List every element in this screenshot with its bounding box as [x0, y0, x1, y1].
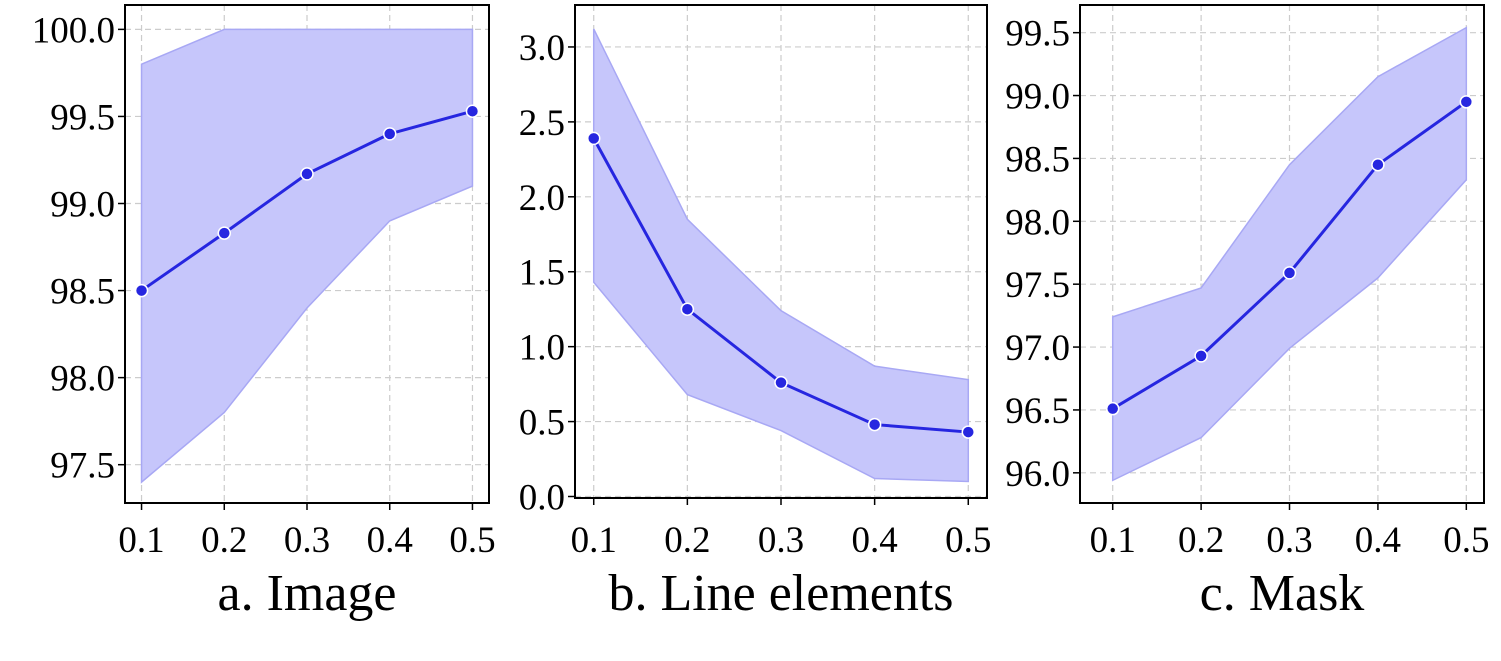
y-tick-label: 2.0: [519, 178, 565, 219]
point: [1282, 266, 1297, 280]
axes-frame: [124, 4, 490, 504]
x-tick-label: 0.4: [1355, 520, 1401, 561]
x-tick-label: 0.3: [758, 520, 804, 561]
x-tick-label: 0.3: [284, 520, 330, 561]
y-tick-label: 97.5: [50, 446, 115, 487]
y-tick-label: 99.0: [50, 185, 115, 226]
point: [1194, 349, 1208, 363]
point: [867, 417, 882, 432]
x-tick-label: 0.2: [664, 520, 710, 561]
point: [217, 226, 232, 240]
x-tick-label: 0.5: [945, 520, 991, 561]
x-tick-label: 0.1: [1090, 520, 1136, 561]
point: [382, 127, 397, 141]
x-axis-label: b. Line elements: [608, 565, 953, 622]
y-tick-label: 0.0: [519, 478, 565, 519]
point: [774, 375, 788, 390]
y-tick-label: 99.5: [50, 97, 115, 138]
x-tick-label: 0.1: [118, 520, 164, 561]
x-tick-label: 0.2: [1178, 520, 1224, 561]
y-tick-label: 1.0: [519, 328, 565, 369]
point: [1371, 157, 1385, 172]
x-tick-label: 0.2: [201, 520, 247, 561]
y-tick-label: 100.0: [32, 10, 115, 51]
y-tick-label: 1.5: [519, 253, 565, 294]
x-axis-label: a. Image: [217, 565, 396, 622]
axes-frame: [1079, 4, 1485, 504]
y-tick-label: 98.5: [1005, 139, 1070, 180]
point: [680, 302, 695, 316]
y-tick-label: 99.5: [1005, 14, 1070, 55]
y-tick-label: 0.5: [519, 403, 565, 444]
x-tick-label: 0.5: [449, 520, 495, 561]
x-tick-label: 0.3: [1266, 520, 1312, 561]
y-tick-label: 98.0: [1005, 202, 1070, 243]
y-tick-label: 99.0: [1005, 77, 1070, 118]
confidence-band: [592, 28, 970, 483]
point: [300, 167, 314, 181]
y-tick-label: 98.5: [50, 272, 115, 313]
axes-frame: [574, 4, 988, 499]
x-tick-label: 0.4: [367, 520, 413, 561]
point: [586, 131, 601, 146]
confidence-band: [140, 28, 474, 484]
point: [961, 425, 976, 439]
point: [1459, 95, 1474, 109]
confidence-band: [1111, 26, 1468, 482]
point: [465, 104, 480, 118]
point: [134, 283, 149, 298]
y-tick-label: 3.0: [519, 28, 565, 69]
y-tick-label: 97.0: [1005, 328, 1070, 369]
point: [1105, 401, 1120, 416]
y-tick-label: 97.5: [1005, 265, 1070, 306]
y-tick-label: 96.5: [1005, 391, 1070, 432]
y-tick-label: 96.0: [1005, 454, 1070, 495]
y-tick-label: 2.5: [519, 103, 565, 144]
x-tick-label: 0.5: [1443, 520, 1489, 561]
y-tick-label: 98.0: [50, 359, 115, 400]
x-axis-label: c. Mask: [1200, 565, 1365, 622]
x-tick-label: 0.1: [571, 520, 617, 561]
x-tick-label: 0.4: [852, 520, 898, 561]
